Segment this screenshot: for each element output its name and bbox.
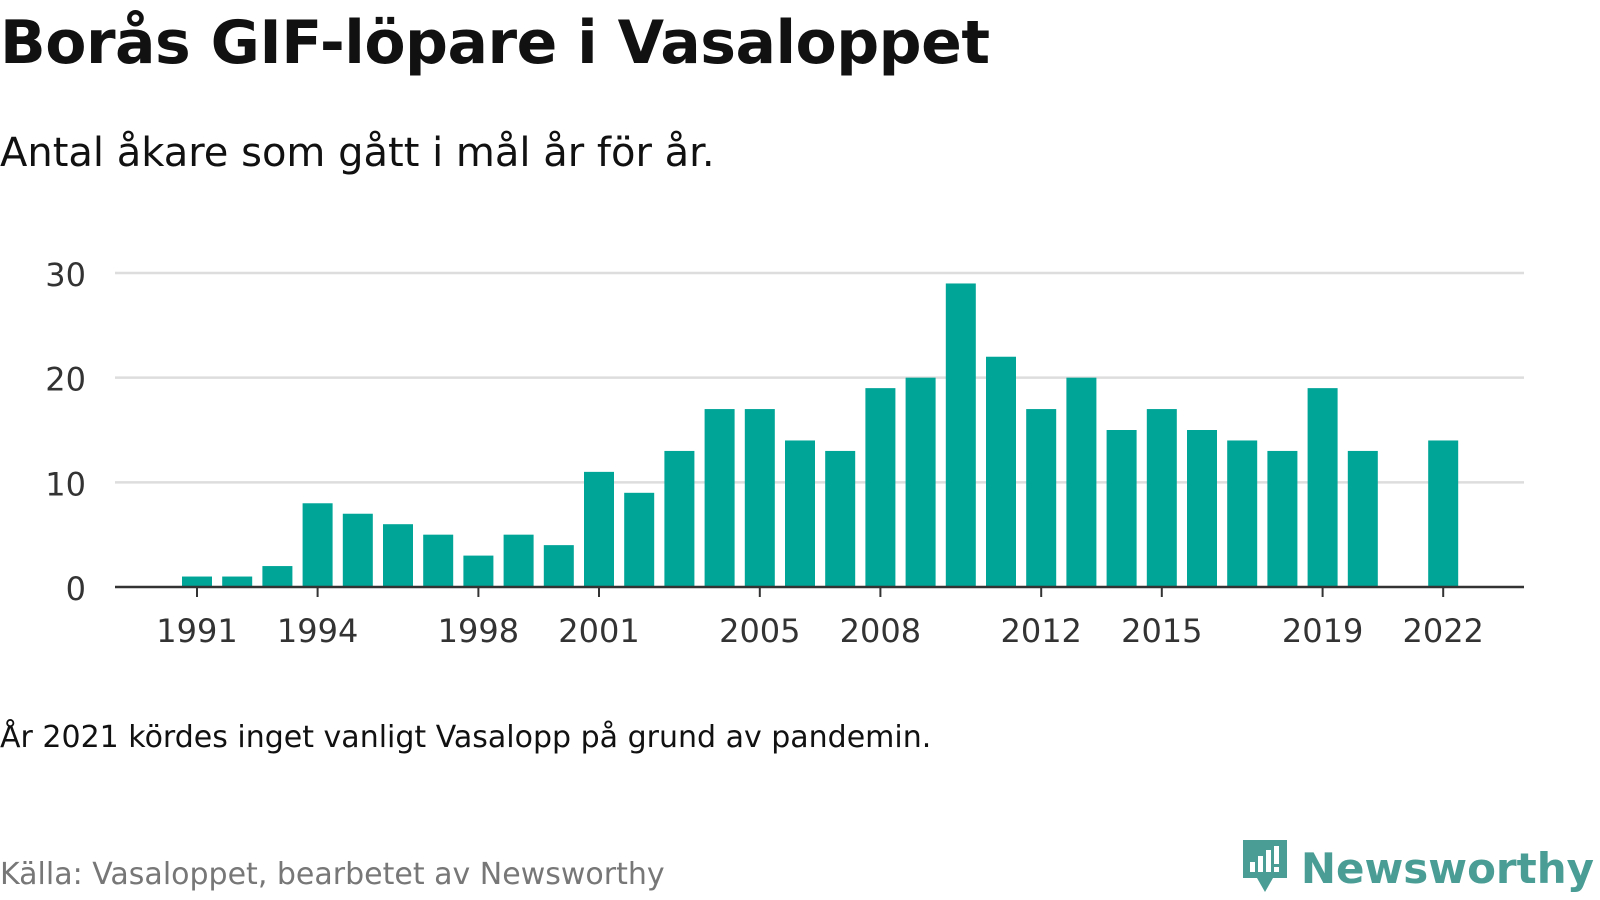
bar-1998 [463,555,494,587]
x-tick-label: 2015 [1121,612,1202,650]
bar-2006 [785,440,815,587]
bar-2014 [1106,430,1137,587]
x-tick-label: 2012 [1000,612,1081,650]
bar-2018 [1267,450,1298,587]
footnote: År 2021 kördes inget vanligt Vasalopp på… [0,720,932,755]
x-tick-label: 2008 [840,612,921,650]
bars [182,283,1459,587]
y-tick-label: 20 [45,361,86,399]
bar-1995 [342,513,373,587]
x-tick-label: 2001 [558,612,639,650]
chart-title: Borås GIF-löpare i Vasaloppet [0,8,990,78]
bar-2008 [865,388,896,587]
bar-2011 [986,356,1016,587]
bar-1994 [302,503,333,587]
bar-1997 [423,534,454,587]
bar-1991 [182,576,212,587]
x-tick-label: 2022 [1402,612,1483,650]
bar-2016 [1187,430,1217,587]
bar-2010 [945,283,976,587]
bar-1993 [262,566,293,587]
y-tick-label: 10 [45,465,86,503]
bar-1999 [503,534,534,587]
tick-labels: 0 10 20 30 1991 1994 1998 2001 2005 2008 2012 2015 2… [45,256,1484,650]
bar-2020 [1347,450,1378,587]
bar-2013 [1066,377,1097,587]
newsworthy-logo-icon [1239,838,1291,898]
y-tick-label: 30 [45,256,86,294]
chart-subtitle: Antal åkare som gått i mål år för år. [0,130,715,176]
x-tick-label: 2005 [719,612,800,650]
bar-2002 [624,492,655,587]
y-tick-label: 0 [66,570,86,608]
x-tick-label: 2019 [1282,612,1363,650]
x-tick-label: 1994 [277,612,358,650]
x-axis [115,585,1524,597]
bar-2004 [704,409,735,587]
x-tick-label: 1991 [156,612,237,650]
bar-2007 [825,450,856,587]
bar-2009 [905,377,936,587]
bar-2012 [1026,409,1057,587]
bar-2017 [1227,440,1258,587]
bar-2000 [543,545,574,587]
bar-1992 [222,576,253,587]
source-credit: Källa: Vasaloppet, bearbetet av Newswort… [0,857,665,892]
brand-name: Newsworthy [1300,843,1594,893]
bar-2022 [1428,440,1459,587]
bar-2001 [584,471,614,587]
bar-2015 [1146,409,1177,587]
bar-2019 [1307,388,1338,587]
x-tick-label: 1998 [438,612,519,650]
bar-2003 [664,450,695,587]
bar-2005 [744,409,775,587]
bar-chart: 0 10 20 30 1991 1994 1998 2001 2005 2008 2012 2015 2… [45,256,1524,650]
bar-1996 [383,524,413,587]
brand-logo[interactable]: Newsworthy [1239,838,1594,898]
